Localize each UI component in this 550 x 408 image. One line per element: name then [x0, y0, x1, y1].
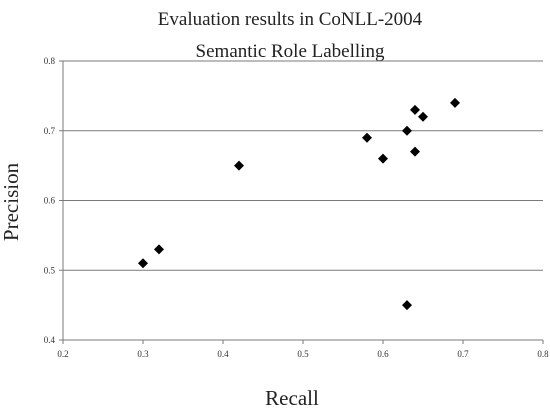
grid-lines [63, 60, 543, 341]
data-point-diamond [378, 153, 388, 164]
x-tick-label: 0.2 [57, 349, 68, 359]
x-tick-label: 0.3 [137, 349, 149, 359]
data-points [138, 97, 460, 311]
data-point-diamond [410, 146, 420, 157]
y-tick-label: 0.7 [44, 126, 56, 136]
x-axis-label: Recall [265, 386, 319, 408]
y-tick-label: 0.4 [44, 335, 56, 345]
data-point-diamond [234, 160, 244, 171]
data-point-diamond [138, 258, 148, 269]
y-axis-label: Precision [0, 162, 23, 241]
data-point-diamond [362, 132, 372, 143]
data-point-diamond [402, 125, 412, 136]
y-tick-label: 0.6 [44, 196, 56, 206]
x-tick-label: 0.8 [537, 349, 549, 359]
axes [59, 60, 544, 344]
data-point-diamond [402, 300, 412, 311]
data-point-diamond [410, 104, 420, 115]
x-tick-label: 0.6 [377, 349, 389, 359]
data-point-diamond [154, 244, 164, 255]
chart-title-line-1: Evaluation results in CoNLL-2004 [158, 9, 423, 30]
x-tick-label: 0.4 [217, 349, 229, 359]
y-tick-label: 0.5 [44, 265, 56, 275]
tick-labels: 0.4 0.5 0.6 0.7 0.8 0.2 0.3 0.4 0.5 0.6 0.7 0.8 [44, 56, 549, 359]
data-point-diamond [450, 97, 460, 108]
x-tick-label: 0.5 [297, 349, 309, 359]
data-point-diamond [418, 111, 428, 122]
x-tick-label: 0.7 [457, 349, 469, 359]
y-tick-label: 0.8 [44, 56, 56, 66]
chart-title-line-2: Semantic Role Labelling [196, 41, 385, 62]
